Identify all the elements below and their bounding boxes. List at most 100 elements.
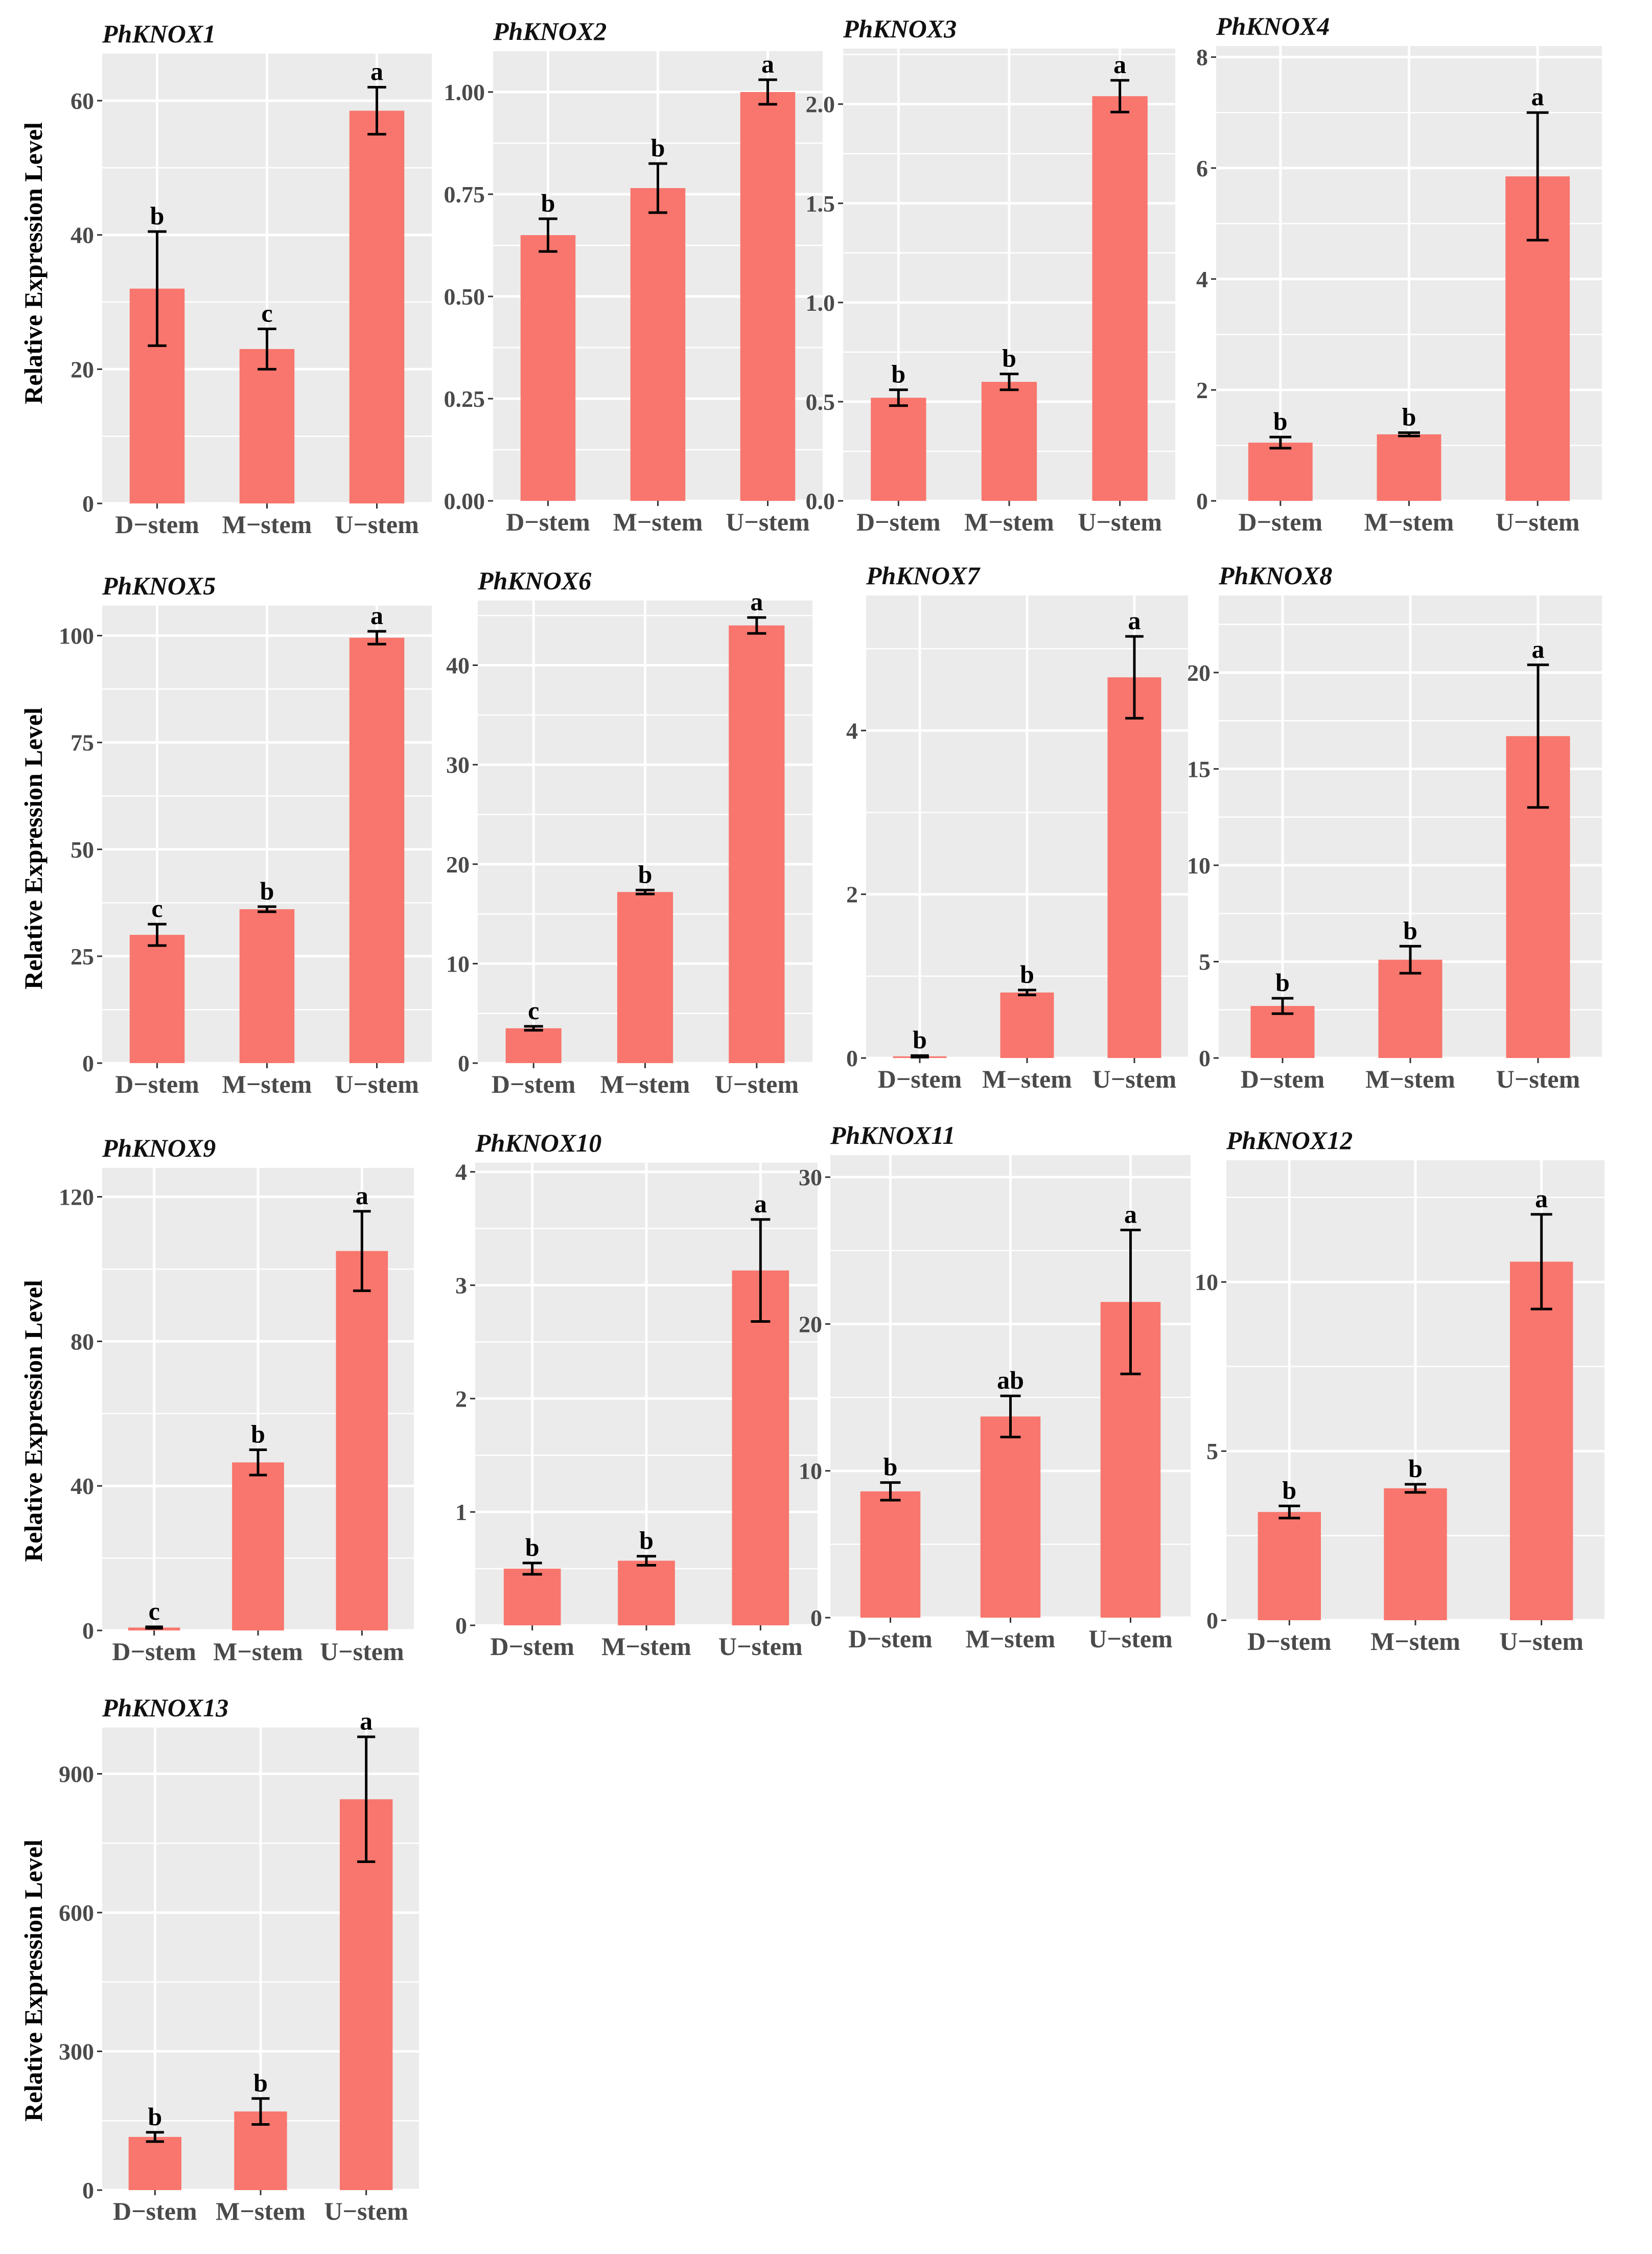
y-tick-label: 8 [1196, 44, 1208, 71]
significance-label: b [891, 360, 905, 388]
bar [618, 1560, 675, 1625]
y-tick-label: 0.50 [444, 284, 485, 310]
y-tick-label: 40 [71, 222, 94, 248]
y-tick-label: 0 [82, 2177, 94, 2203]
bar [1378, 959, 1442, 1058]
y-tick-label: 6 [1196, 155, 1208, 181]
y-tick-label: 0.00 [444, 488, 485, 514]
y-tick-label: 30 [446, 752, 470, 778]
y-tick-label: 0.75 [444, 181, 485, 208]
y-tick-label: 80 [71, 1328, 94, 1354]
y-tick-label: 25 [71, 944, 94, 970]
significance-label: a [1531, 82, 1544, 111]
chart-panel: 0 20 40 60 b D−stem c M−stem a U−stem PhKNOX1 [71, 19, 432, 539]
y-tick-label: 20 [1187, 660, 1211, 686]
x-tick-label: M−stem [222, 510, 312, 539]
chart-panel: 0 5 10 b D−stem b M−stem a U−stem PhKNOX12 [1195, 1126, 1604, 1655]
significance-label: b [639, 1526, 654, 1555]
bar [1092, 96, 1148, 501]
y-tick-label: 0 [1196, 488, 1208, 514]
y-tick-label: 1 [455, 1499, 467, 1525]
y-tick-label: 0 [455, 1613, 467, 1639]
chart-panel: 0 2 4 6 8 b D−stem b M−stem a U−stem PhKNOX4 [1196, 12, 1602, 536]
x-tick-label: U−stem [715, 1070, 799, 1098]
x-tick-label: D−stem [1241, 1065, 1325, 1093]
significance-label: b [883, 1453, 898, 1481]
y-tick-label: 40 [71, 1473, 94, 1499]
panel-title: PhKNOX10 [475, 1129, 601, 1157]
significance-label: c [261, 299, 272, 328]
bar [732, 1270, 789, 1625]
x-tick-label: U−stem [718, 1632, 803, 1661]
panel-title: PhKNOX7 [866, 561, 981, 590]
panel-title: PhKNOX13 [102, 1693, 228, 1722]
bar [128, 2136, 181, 2190]
y-tick-label: 0.25 [444, 386, 485, 412]
x-tick-label: D−stem [490, 1632, 574, 1661]
y-tick-label: 50 [71, 837, 94, 863]
y-tick-label: 10 [1187, 853, 1211, 879]
y-tick-label: 10 [446, 951, 470, 977]
panel-title: PhKNOX8 [1218, 561, 1332, 590]
chart-panel: 0 25 50 75 100 c D−stem b M−stem a U−stem PhKNOX5 [59, 571, 432, 1098]
y-tick-label: 5 [1206, 1438, 1218, 1464]
y-tick-label: 600 [59, 1900, 94, 1926]
significance-label: c [151, 894, 162, 923]
bar [1377, 434, 1441, 501]
y-tick-label: 30 [799, 1164, 822, 1190]
y-tick-label: 0 [1206, 1607, 1218, 1634]
x-tick-label: D−stem [1247, 1627, 1332, 1655]
bar [980, 1416, 1041, 1618]
panel-title: PhKNOX11 [830, 1121, 956, 1149]
x-tick-label: D−stem [115, 1070, 199, 1098]
x-tick-label: M−stem [222, 1070, 312, 1098]
x-tick-label: M−stem [1364, 508, 1454, 536]
x-tick-label: U−stem [324, 2197, 408, 2225]
y-tick-label: 15 [1187, 756, 1211, 782]
bar [1384, 1488, 1447, 1620]
panel-title: PhKNOX12 [1226, 1126, 1353, 1155]
significance-label: c [528, 996, 539, 1025]
y-tick-label: 900 [59, 1761, 94, 1787]
significance-label: b [253, 2068, 268, 2097]
chart-panel: 0.00 0.25 0.50 0.75 1.00 b D−stem b M−stem a U−ste… [444, 17, 823, 536]
y-axis-label: Relative Expression Level [19, 707, 48, 990]
x-tick-label: M−stem [966, 1624, 1056, 1653]
y-tick-label: 0.5 [806, 389, 835, 415]
bar [860, 1491, 921, 1618]
x-tick-label: D−stem [1239, 508, 1323, 536]
bar [630, 188, 686, 501]
significance-label: a [370, 57, 383, 86]
y-tick-label: 120 [59, 1184, 94, 1210]
x-tick-label: D−stem [115, 510, 199, 539]
significance-label: b [1020, 960, 1034, 988]
y-tick-label: 300 [59, 2039, 94, 2065]
x-tick-label: D−stem [113, 2197, 197, 2225]
significance-label: b [1402, 403, 1416, 431]
significance-label: b [1403, 916, 1417, 945]
significance-label: a [356, 1181, 368, 1210]
y-tick-label: 4 [1196, 266, 1208, 292]
panel-title: PhKNOX1 [102, 19, 216, 48]
chart-panel: 0 10 20 30 40 c D−stem b M−stem a U−stem PhKNOX6 [446, 566, 812, 1098]
significance-label: c [149, 1597, 160, 1625]
x-tick-label: U−stem [1499, 1627, 1584, 1655]
y-axis-labels: Relative Expression Level Relative Expre… [19, 122, 48, 2122]
bar [340, 1799, 393, 2190]
significance-label: a [754, 1189, 767, 1218]
chart-panel: 0.0 0.5 1.0 1.5 2.0 b D−stem b M−stem a U−stem PhKN… [806, 14, 1175, 536]
chart-panel: 0 2 4 b D−stem b M−stem a U−stem PhKNOX7 [846, 561, 1188, 1093]
x-tick-label: M−stem [1370, 1627, 1460, 1655]
y-tick-label: 1.00 [444, 79, 485, 105]
bar [617, 892, 673, 1063]
significance-label: a [1532, 635, 1545, 663]
panel-title: PhKNOX5 [102, 571, 216, 600]
y-tick-label: 4 [846, 718, 858, 744]
y-tick-label: 20 [446, 852, 470, 878]
x-tick-label: D−stem [506, 508, 590, 536]
bar [239, 349, 295, 503]
significance-label: b [525, 1533, 540, 1561]
significance-label: ab [997, 1366, 1024, 1394]
x-tick-label: M−stem [982, 1065, 1072, 1093]
